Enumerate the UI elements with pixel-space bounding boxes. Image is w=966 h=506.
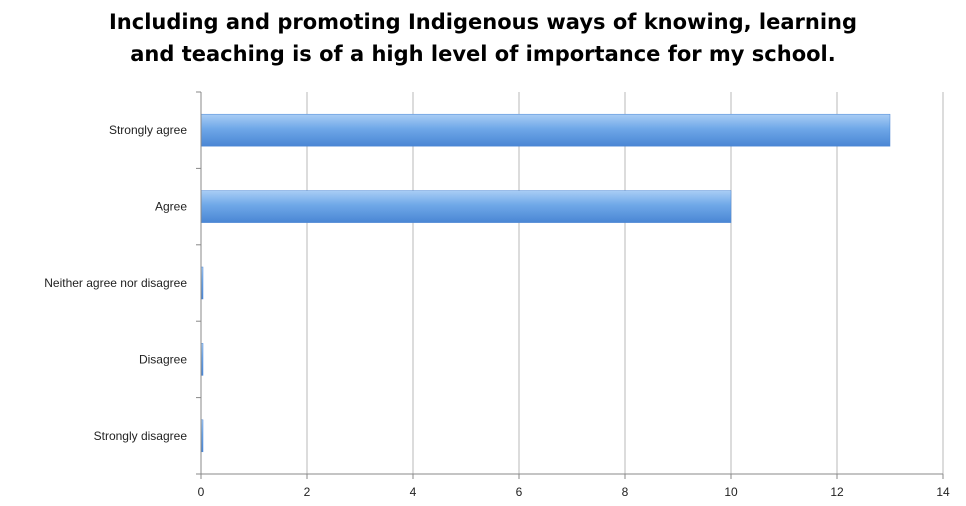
x-tick-label: 0 [198, 485, 205, 499]
y-category-label: Neither agree nor disagree [44, 276, 187, 290]
chart-title: Including and promoting Indigenous ways … [0, 6, 966, 70]
x-tick-label: 10 [724, 485, 738, 499]
chart-title-line-1: Including and promoting Indigenous ways … [108, 10, 858, 34]
y-category-label: Agree [155, 200, 187, 214]
y-category-label: Strongly agree [109, 123, 187, 137]
x-tick-label: 14 [936, 485, 950, 499]
x-tick-label: 8 [622, 485, 629, 499]
bar-agree [200, 190, 732, 223]
chart-title-line-2: and teaching is of a high level of impor… [130, 42, 836, 66]
bars [200, 113, 891, 453]
x-tick-label: 6 [516, 485, 523, 499]
axes [196, 91, 944, 479]
x-tick-label: 12 [830, 485, 844, 499]
labels: 0 2 4 6 8 10 12 14 Strongly agree Agree Neither ag… [44, 123, 950, 499]
bar-strongly-agree [200, 113, 891, 147]
y-category-label: Strongly disagree [94, 429, 188, 443]
y-category-label: Disagree [139, 352, 187, 366]
x-tick-label: 2 [304, 485, 311, 499]
gridlines [306, 92, 944, 474]
x-tick-label: 4 [410, 485, 417, 499]
